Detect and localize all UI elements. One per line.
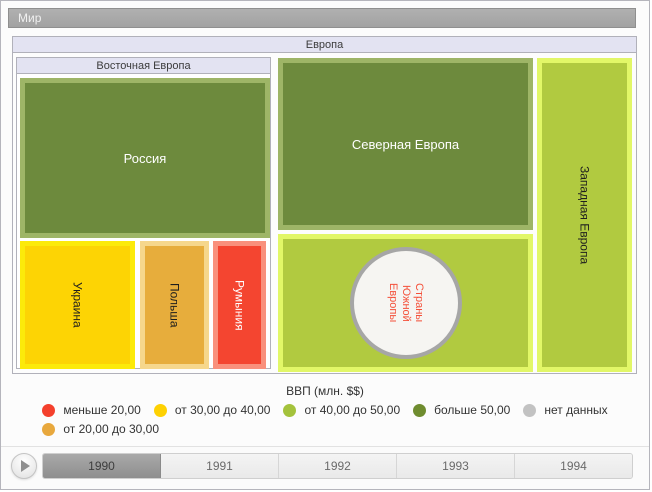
legend-item-40-50: от 40,00 до 50,00 [283,403,400,417]
legend: ВВП (млн. $$) меньше 20,00 от 30,00 до 4… [1,384,649,441]
legend-item-more-50: больше 50,00 [413,403,510,417]
southern-europe-circle[interactable]: Страны Южной Европы [349,247,462,359]
tile-poland[interactable]: Польша [140,241,209,369]
legend-swatch-gray-icon [523,403,537,417]
timeline-year-1994[interactable]: 1994 [515,454,632,478]
legend-item-no-data: нет данных [523,403,608,417]
tile-russia-label: Россия [123,150,167,166]
tile-southern-europe[interactable]: Страны Южной Европы [278,234,533,372]
timeline-year-1992[interactable]: 1992 [279,454,397,478]
eastern-europe-group: Восточная Европа Россия Украина Польша Р… [16,57,271,369]
tile-ukraine[interactable]: Украина [20,241,135,369]
tile-western-europe-label: Западная Европа [577,165,592,265]
tile-ukraine-label: Украина [70,282,85,328]
europe-group: Европа Восточная Европа Россия Украина П… [12,36,637,374]
legend-swatch-yellow-icon [153,403,167,417]
world-group-bar[interactable]: Мир [8,8,636,28]
legend-swatch-orange-icon [42,422,56,436]
timeline: 1990 1991 1992 1993 1994 [1,446,649,489]
timeline-year-1991[interactable]: 1991 [161,454,279,478]
europe-group-header[interactable]: Европа [13,37,636,53]
play-button[interactable] [11,453,37,479]
legend-item-20-30: от 20,00 до 30,00 [42,422,159,436]
legend-item-less-20: меньше 20,00 [42,403,141,417]
timeline-segments: 1990 1991 1992 1993 1994 [42,453,633,479]
legend-swatch-lightgreen-icon [283,403,297,417]
tile-northern-europe-label: Северная Европа [351,136,460,152]
legend-row-2: от 20,00 до 30,00 [42,422,607,436]
legend-row-1: меньше 20,00 от 30,00 до 40,00 от 40,00 … [42,403,608,417]
legend-swatch-darkgreen-icon [413,403,427,417]
legend-swatch-red-icon [42,403,56,417]
tile-western-europe[interactable]: Западная Европа [537,58,632,372]
timeline-year-1993[interactable]: 1993 [397,454,515,478]
legend-title: ВВП (млн. $$) [286,384,364,398]
tile-northern-europe[interactable]: Северная Европа [278,58,533,230]
tile-russia[interactable]: Россия [20,78,270,238]
eastern-europe-group-header[interactable]: Восточная Европа [17,58,270,74]
tile-romania-label: Румыния [232,279,247,331]
play-icon [21,460,30,472]
tile-poland-label: Польша [167,282,182,328]
legend-item-30-40: от 30,00 до 40,00 [153,403,270,417]
timeline-year-1990[interactable]: 1990 [43,454,161,478]
tile-southern-europe-label: Страны Южной Европы [387,283,425,323]
tile-romania[interactable]: Румыния [213,241,266,369]
world-group-label: Мир [18,11,42,25]
